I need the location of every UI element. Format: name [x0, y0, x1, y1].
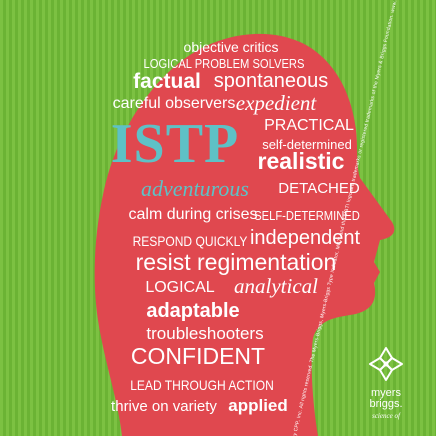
myers-briggs-logo: myers briggs. science of: [354, 344, 418, 424]
word-self-determined: self-determined: [262, 137, 352, 152]
word-factual: factual: [133, 70, 201, 93]
word-resist-regimentation: resist regimentation: [135, 249, 337, 275]
word-confident: CONFIDENT: [130, 343, 266, 369]
word-calm-during-crises: calm during crises: [128, 206, 258, 223]
logo-text-myers: myers: [371, 387, 401, 399]
type-title: ISTP: [110, 113, 240, 175]
word-applied: applied: [228, 396, 288, 415]
word-detached: DETACHED: [278, 180, 360, 197]
word-adaptable: adaptable: [146, 300, 240, 322]
word-troubleshooters: troubleshooters: [146, 324, 264, 343]
logo-tagline: science of: [372, 412, 400, 420]
word-lead-through-action: LEAD THROUGH ACTION: [130, 377, 274, 393]
word-adventurous: adventurous: [141, 176, 249, 201]
word-careful-observers: careful observers: [112, 95, 236, 112]
word-logical-problem-solvers: LOGICAL PROBLEM SOLVERS: [143, 56, 305, 71]
word-respond-quickly: RESPOND QUICKLY: [132, 233, 248, 249]
word-logical: LOGICAL: [145, 279, 215, 296]
word-thrive-on-variety: thrive on variety: [111, 398, 217, 415]
logo-text-briggs: briggs.: [369, 398, 403, 410]
word-self-determined-caps: SELF-DETERMINED: [254, 208, 360, 223]
word-objective-critics: objective critics: [183, 39, 279, 55]
word-independent: independent: [249, 227, 361, 249]
word-realistic: realistic: [257, 148, 345, 174]
word-spontaneous: spontaneous: [213, 70, 329, 92]
logo-mark-icon: [369, 347, 403, 381]
word-analytical: analytical: [234, 274, 318, 298]
word-expedient: expedient: [235, 91, 317, 115]
word-practical: PRACTICAL: [264, 117, 354, 134]
